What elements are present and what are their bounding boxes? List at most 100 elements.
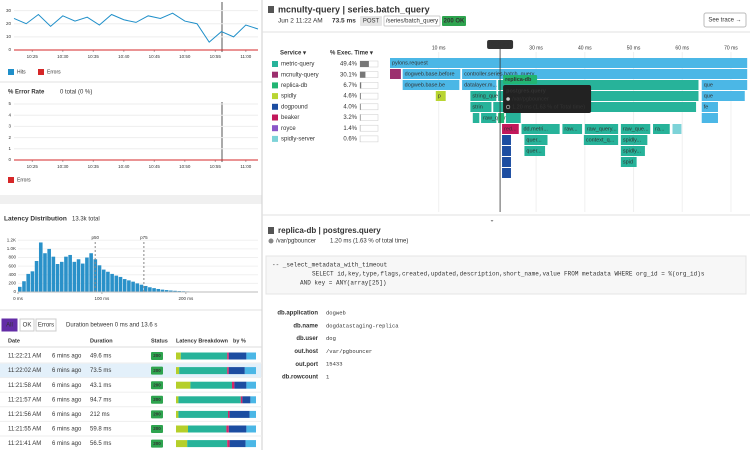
histogram-bar	[139, 284, 144, 292]
breakdown-segment	[234, 381, 247, 389]
breakdown-segment	[232, 381, 235, 389]
histogram-bar	[18, 286, 22, 292]
tab-label[interactable]: OK	[23, 323, 32, 329]
legend-label: Errors	[17, 177, 31, 183]
span[interactable]	[562, 124, 583, 134]
breakdown-segment	[190, 381, 232, 389]
span-icon	[268, 6, 274, 13]
row-duration: 56.5 ms	[90, 441, 111, 447]
status-badge	[151, 366, 163, 375]
span[interactable]	[498, 80, 699, 90]
service-name[interactable]: spidly-server	[281, 136, 315, 142]
span[interactable]	[498, 113, 505, 123]
span[interactable]	[502, 146, 511, 156]
row-date: 11:21:57 AM	[8, 397, 41, 403]
span[interactable]	[502, 157, 511, 167]
span[interactable]	[390, 58, 748, 68]
breakdown-segment	[180, 352, 228, 360]
span[interactable]	[402, 69, 461, 79]
histogram-bar	[173, 290, 177, 292]
column-header[interactable]: Duration	[90, 338, 113, 344]
collapse-icon[interactable]: ⌄	[489, 218, 494, 224]
code-line: SELECT id,key,type,flags,created,updated…	[312, 271, 705, 278]
column-header[interactable]: Date	[8, 338, 20, 344]
breakdown-segment	[178, 410, 228, 418]
tab[interactable]	[1, 318, 18, 332]
span[interactable]	[498, 91, 699, 101]
span[interactable]	[435, 91, 446, 101]
service-name[interactable]: metric-query	[281, 62, 314, 68]
breakdown-segment	[245, 440, 256, 448]
breakdown-segment	[250, 396, 256, 404]
span[interactable]	[402, 80, 460, 90]
column-header[interactable]: Latency Breakdown	[176, 338, 229, 344]
breakdown-segment	[176, 440, 188, 448]
span-label: p	[438, 93, 441, 99]
tooltip-service-pill	[503, 75, 538, 84]
histogram-bar	[143, 285, 148, 292]
span[interactable]	[462, 69, 748, 79]
span[interactable]	[524, 146, 546, 156]
column-header[interactable]: Service ▾	[280, 51, 307, 57]
span[interactable]	[390, 69, 401, 79]
see-trace-button[interactable]	[703, 12, 747, 28]
exec-time: 1.4%	[343, 126, 357, 132]
x-tick-label: 200 ms	[178, 296, 194, 301]
span[interactable]	[620, 124, 651, 134]
exec-time: 49.4%	[340, 62, 358, 68]
span[interactable]	[462, 80, 497, 90]
span[interactable]	[502, 124, 519, 134]
span[interactable]	[701, 80, 748, 90]
service-name[interactable]: mcnulty-query	[281, 72, 319, 78]
y-tick-label: 4	[8, 112, 11, 117]
span[interactable]	[493, 102, 697, 112]
meta-value: dog	[326, 335, 336, 342]
service-name[interactable]: royce	[281, 126, 296, 132]
breakdown-segment	[240, 396, 243, 404]
panel-title[interactable]: % Error Rate	[8, 90, 45, 96]
tab[interactable]	[35, 318, 57, 332]
span[interactable]	[472, 113, 480, 123]
span[interactable]	[701, 102, 718, 112]
exec-time: 6.7%	[343, 83, 357, 89]
span-label: strin	[472, 104, 482, 110]
span[interactable]	[481, 113, 497, 123]
service-name[interactable]: replica-db	[281, 83, 308, 89]
span[interactable]	[502, 168, 511, 178]
span[interactable]	[620, 157, 637, 167]
span[interactable]	[470, 102, 492, 112]
x-tick-label: 10:50	[179, 164, 191, 169]
column-header[interactable]: Status	[151, 338, 168, 344]
span[interactable]	[620, 146, 645, 156]
span[interactable]	[502, 135, 511, 145]
span[interactable]	[584, 124, 619, 134]
tab[interactable]	[19, 318, 35, 332]
span[interactable]	[701, 113, 718, 123]
tab-label[interactable]: All	[6, 323, 13, 329]
tab-label[interactable]: Errors	[38, 323, 54, 329]
span[interactable]	[701, 91, 745, 101]
service-name[interactable]: spidly	[281, 94, 296, 100]
span[interactable]	[521, 124, 560, 134]
service-name[interactable]: dogpound	[281, 104, 308, 110]
span[interactable]	[524, 135, 548, 145]
path: /series/batch_query	[386, 19, 438, 25]
span[interactable]	[620, 135, 648, 145]
column-header[interactable]: by %	[233, 338, 246, 344]
histogram-bar	[156, 288, 161, 292]
service-name[interactable]: beaker	[281, 115, 299, 121]
service-swatch	[272, 114, 278, 121]
breakdown-segment	[228, 367, 245, 375]
row-date: 11:22:21 AM	[8, 354, 41, 360]
y-tick-label: 3	[8, 124, 11, 129]
histogram-bar	[101, 269, 106, 292]
span[interactable]	[505, 113, 521, 123]
span[interactable]	[470, 91, 497, 101]
row-ago: 6 mins ago	[52, 354, 82, 360]
span[interactable]	[653, 124, 670, 134]
column-header[interactable]: % Exec. Time ▾	[330, 51, 374, 57]
duration-filter[interactable]: Duration between 0 ms and 13.6 s	[66, 323, 157, 329]
span[interactable]	[672, 124, 682, 134]
span[interactable]	[583, 135, 619, 145]
see-trace-label[interactable]: See trace →	[708, 18, 741, 24]
